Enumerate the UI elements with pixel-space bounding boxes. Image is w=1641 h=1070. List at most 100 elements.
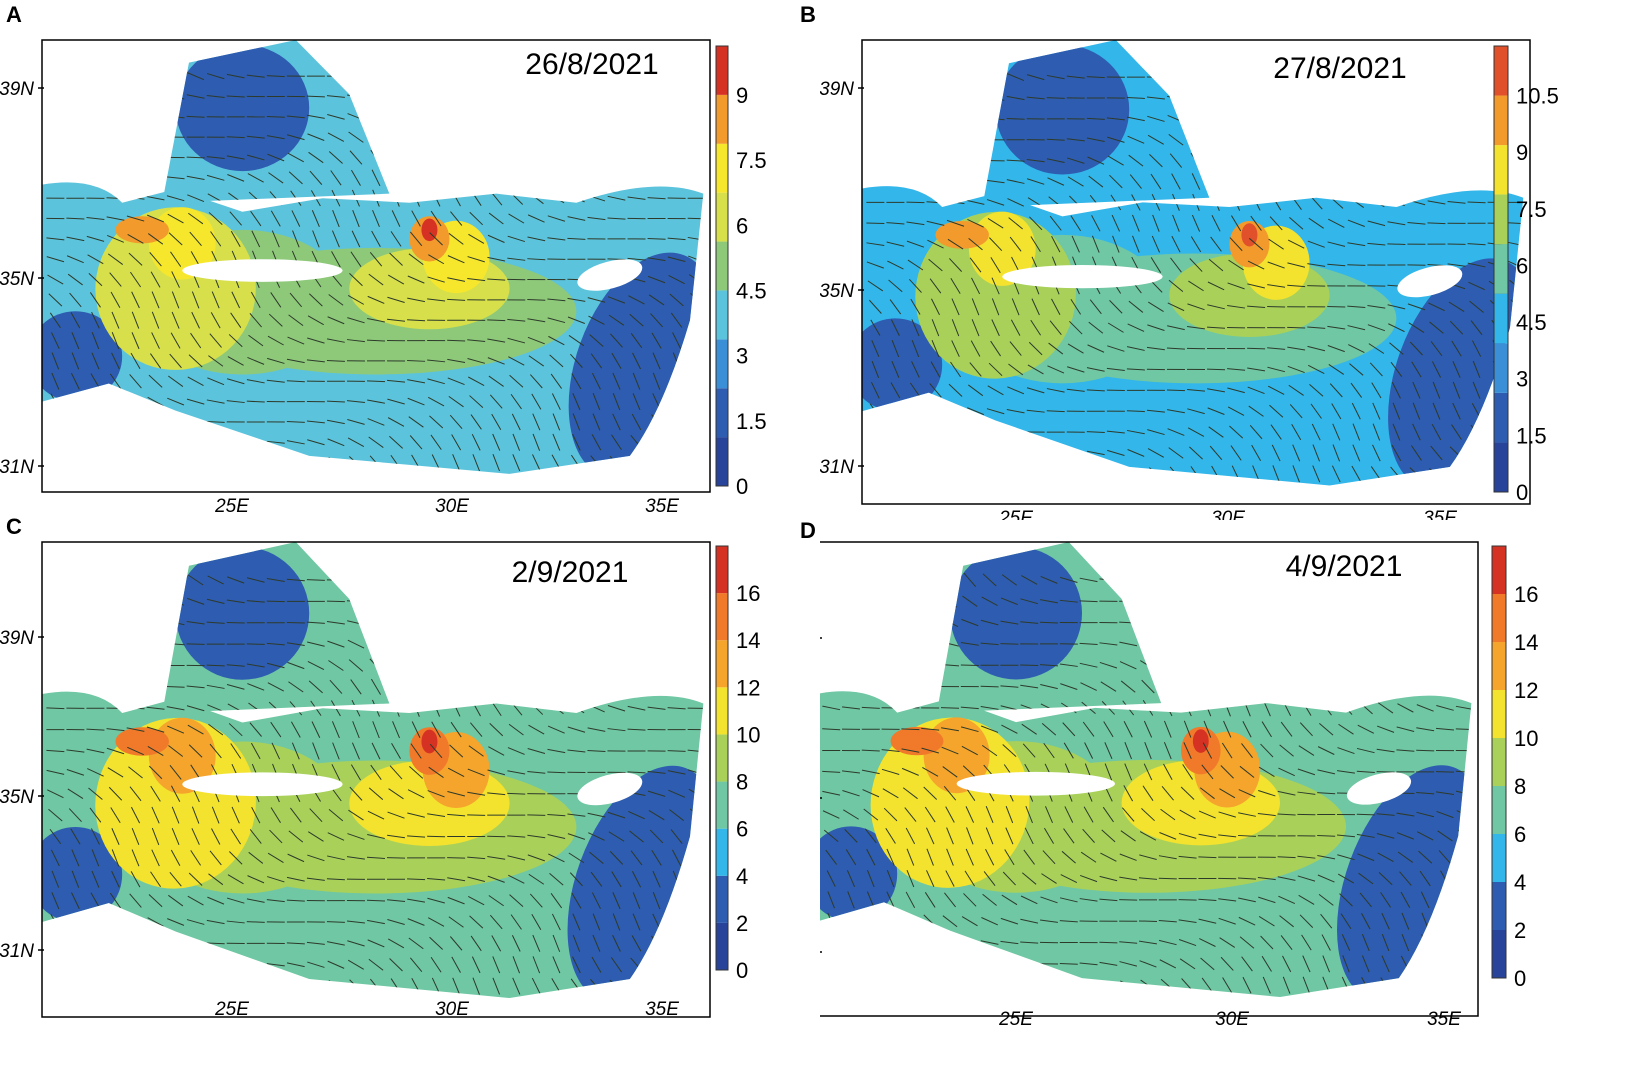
longitude-tick-label: 30E bbox=[1215, 1009, 1249, 1030]
colorbar-tick-label: 2 bbox=[736, 911, 748, 936]
colorbar-segment bbox=[1494, 95, 1508, 146]
colorbar-tick-label: 0 bbox=[1514, 966, 1526, 991]
map-frame bbox=[41, 39, 711, 493]
map-figure: 39N 35N 31N 25E 30E 35E 26/8/2021 0 1.5 3 4.5 6 7.5 9 bbox=[0, 39, 767, 517]
colorbar-tick-label: 16 bbox=[1514, 582, 1538, 607]
panel-label: C bbox=[6, 514, 22, 539]
colorbar-segment bbox=[716, 875, 728, 923]
colorbar-tick-label: 4.5 bbox=[736, 278, 767, 303]
latitude-tick-label: 39N bbox=[0, 628, 34, 649]
colorbar-segment bbox=[716, 290, 728, 340]
colorbar-segment bbox=[1494, 442, 1508, 492]
longitude-tick-label: 25E bbox=[214, 496, 249, 517]
longitude-tick-label: 35E bbox=[1427, 1009, 1461, 1030]
colorbar-segment bbox=[1492, 642, 1506, 690]
map-figure: 39N 35N 31N 25E 30E 35E 2/9/2021 0 2 4 6 8 10 12 14 16 bbox=[0, 541, 760, 1020]
colorbar-segment bbox=[716, 388, 728, 438]
longitude-tick-label: 35E bbox=[1423, 508, 1457, 520]
colorbar-tick-label: 2 bbox=[1514, 918, 1526, 943]
longitude-tick-label: 35E bbox=[645, 999, 679, 1020]
map-frame bbox=[41, 541, 711, 1018]
colorbar-tick-label: 6 bbox=[736, 817, 748, 842]
colorbar-tick-label: 4.5 bbox=[1516, 310, 1547, 335]
latitude-tick-label: 39N bbox=[0, 79, 34, 100]
colorbar-segment bbox=[1492, 786, 1506, 834]
colorbar-tick-label: 0 bbox=[1516, 480, 1528, 505]
colorbar-segment bbox=[716, 828, 728, 876]
colorbar-segment bbox=[1494, 392, 1508, 443]
colorbar-tick-label: 10 bbox=[736, 722, 760, 747]
colorbar-segment bbox=[716, 734, 728, 782]
colorbar-segment bbox=[1494, 244, 1508, 294]
panel-a: A 39N 35N 31N 25E 30E 35E 26/8/2021 0 1.5 3 4.5 6 7.… bbox=[0, 0, 820, 520]
colorbar-segment bbox=[1492, 546, 1506, 594]
colorbar-segment bbox=[1494, 194, 1508, 245]
panel-label: D bbox=[800, 518, 816, 543]
colorbar-tick-label: 8 bbox=[736, 770, 748, 795]
colorbar-segment bbox=[1492, 738, 1506, 786]
colorbar-tick-label: 10.5 bbox=[1516, 84, 1559, 109]
map-frame bbox=[861, 39, 1531, 505]
colorbar: 0 2 4 6 8 10 12 14 16 bbox=[1491, 545, 1538, 991]
wind-speed-map: 39N 35N 31N 25E 30E 35E 2/9/2021 0 2 4 6 8 10 12 14 16 bbox=[0, 541, 760, 1020]
colorbar: 0 2 4 6 8 10 12 14 16 bbox=[715, 545, 760, 983]
colorbar-tick-label: 9 bbox=[736, 83, 748, 108]
colorbar-tick-label: 0 bbox=[736, 958, 748, 983]
panel-c: C 39N 35N 31N 25E 30E 35E 2/9/2021 0 2 4 6 8 10 12 14 1… bbox=[0, 514, 820, 1070]
latitude-tick-label: 35N bbox=[0, 787, 34, 808]
latitude-tick-label: 31N bbox=[820, 457, 854, 478]
colorbar-segment bbox=[1492, 594, 1506, 642]
colorbar-segment bbox=[716, 94, 728, 144]
colorbar-tick-label: 3 bbox=[736, 344, 748, 369]
latitude-tick-label: 39N bbox=[820, 79, 854, 100]
longitude-tick-label: 30E bbox=[435, 496, 469, 517]
colorbar-segment bbox=[716, 46, 728, 95]
colorbar-tick-label: 8 bbox=[1514, 774, 1526, 799]
longitude-tick-label: 30E bbox=[1211, 508, 1245, 520]
colorbar-segment bbox=[716, 143, 728, 193]
longitude-tick-label: 25E bbox=[214, 999, 249, 1020]
colorbar-tick-label: 4 bbox=[736, 864, 748, 889]
latitude-tick-label: 31N bbox=[0, 457, 34, 478]
panel-b: B 39N 35N 31N 25E 30E 35E 27/8/2021 0 1.5 3 4.5 6 7.… bbox=[800, 0, 1641, 520]
colorbar-segment bbox=[1494, 46, 1508, 96]
map-date: 2/9/2021 bbox=[512, 556, 629, 589]
map-date: 27/8/2021 bbox=[1273, 52, 1406, 85]
wind-speed-map: 39N 35N 31N 25E 30E 35E 26/8/2021 0 1.5 3 4.5 6 7.5 9 bbox=[0, 39, 767, 517]
latitude-tick-label: 35N bbox=[0, 269, 34, 290]
colorbar: 0 1.5 3 4.5 6 7.5 9 bbox=[715, 45, 767, 499]
colorbar-tick-label: 7.5 bbox=[736, 148, 767, 173]
map-frame bbox=[820, 541, 1479, 1017]
colorbar-segment bbox=[716, 781, 728, 829]
colorbar-segment bbox=[1492, 930, 1506, 978]
colorbar-segment bbox=[716, 437, 728, 486]
colorbar-segment bbox=[1492, 882, 1506, 930]
colorbar-tick-label: 6 bbox=[1514, 822, 1526, 847]
colorbar-tick-label: 4 bbox=[1514, 870, 1526, 895]
colorbar-tick-label: 14 bbox=[1514, 630, 1538, 655]
colorbar-segment bbox=[716, 640, 728, 688]
colorbar-tick-label: 12 bbox=[1514, 678, 1538, 703]
longitude-tick-label: 25E bbox=[998, 508, 1033, 520]
panel-label: A bbox=[6, 2, 22, 27]
colorbar-tick-label: 1.5 bbox=[1516, 423, 1547, 448]
colorbar-tick-label: 16 bbox=[736, 581, 760, 606]
colorbar-tick-label: 7.5 bbox=[1516, 197, 1547, 222]
map-figure: 39N 35N 31N 25E 30E 35E 27/8/2021 0 1.5 3 4.5 6 7.5 9… bbox=[820, 39, 1559, 520]
colorbar-segment bbox=[716, 339, 728, 389]
colorbar-segment bbox=[1492, 834, 1506, 882]
longitude-tick-label: 30E bbox=[435, 999, 469, 1020]
colorbar-segment bbox=[716, 241, 728, 291]
colorbar-segment bbox=[1492, 690, 1506, 738]
map-date: 26/8/2021 bbox=[525, 48, 658, 81]
colorbar-tick-label: 10 bbox=[1514, 726, 1538, 751]
colorbar-tick-label: 1.5 bbox=[736, 409, 767, 434]
colorbar-tick-label: 6 bbox=[1516, 253, 1528, 278]
colorbar: 0 1.5 3 4.5 6 7.5 9 10.5 bbox=[1493, 45, 1559, 505]
colorbar-tick-label: 12 bbox=[736, 675, 760, 700]
colorbar-segment bbox=[716, 593, 728, 641]
colorbar-tick-label: 3 bbox=[1516, 367, 1528, 392]
panel-label: B bbox=[800, 2, 816, 27]
